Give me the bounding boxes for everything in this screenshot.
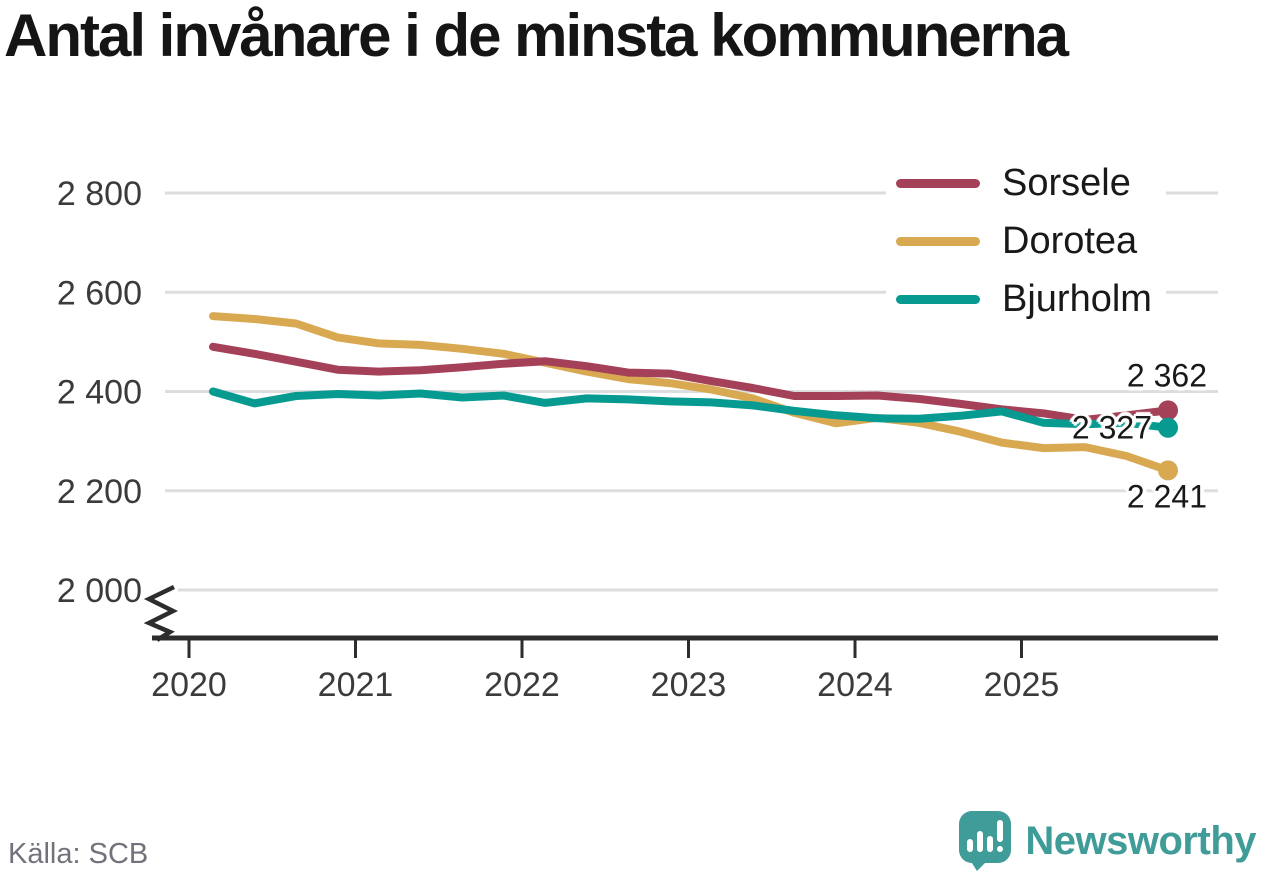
end-value-label-bjurholm: 2 327 bbox=[1071, 409, 1152, 446]
end-dot-sorsele bbox=[1158, 400, 1178, 421]
series-line-bjurholm bbox=[209, 387, 1172, 432]
x-tick-label: 2024 bbox=[817, 666, 893, 704]
legend-swatch-bjurholm bbox=[896, 295, 980, 305]
y-tick-label: 2 600 bbox=[57, 274, 142, 312]
y-tick-label: 2 200 bbox=[57, 473, 142, 511]
legend: Sorsele Dorotea Bjurholm bbox=[886, 160, 1166, 324]
x-tick-label: 2021 bbox=[318, 666, 394, 704]
brand-name: Newsworthy bbox=[1025, 818, 1256, 863]
legend-label: Bjurholm bbox=[1002, 277, 1152, 320]
x-tick-label: 2022 bbox=[484, 666, 560, 704]
legend-item-sorsele: Sorsele bbox=[886, 160, 1166, 208]
end-value-label-sorsele: 2 362 bbox=[1126, 357, 1207, 394]
end-dot-bjurholm bbox=[1158, 417, 1178, 438]
chart-title: Antal invånare i de minsta kommunerna bbox=[4, 2, 1069, 69]
x-tick-label: 2023 bbox=[651, 666, 727, 704]
legend-item-bjurholm: Bjurholm bbox=[886, 275, 1166, 324]
legend-item-dorotea: Dorotea bbox=[886, 217, 1166, 266]
legend-label: Sorsele bbox=[1002, 162, 1131, 204]
end-value-label-dorotea: 2 241 bbox=[1126, 478, 1207, 515]
y-tick-label: 2 000 bbox=[57, 572, 142, 610]
newsworthy-logo-icon bbox=[959, 811, 1012, 871]
y-tick-label: 2 800 bbox=[57, 175, 142, 213]
axis-break-zigzag bbox=[143, 584, 179, 642]
legend-swatch-dorotea bbox=[896, 237, 980, 247]
y-tick-label: 2 400 bbox=[57, 374, 142, 412]
x-tick-label: 2025 bbox=[984, 666, 1060, 704]
source-note: Källa: SCB bbox=[8, 838, 149, 870]
legend-swatch-sorsele bbox=[896, 179, 980, 189]
series-line-dorotea bbox=[209, 312, 1172, 475]
end-dot-dorotea bbox=[1158, 460, 1178, 481]
legend-label: Dorotea bbox=[1002, 219, 1138, 262]
x-tick-label: 2020 bbox=[151, 666, 227, 704]
brand-logo: Newsworthy bbox=[958, 810, 1256, 872]
